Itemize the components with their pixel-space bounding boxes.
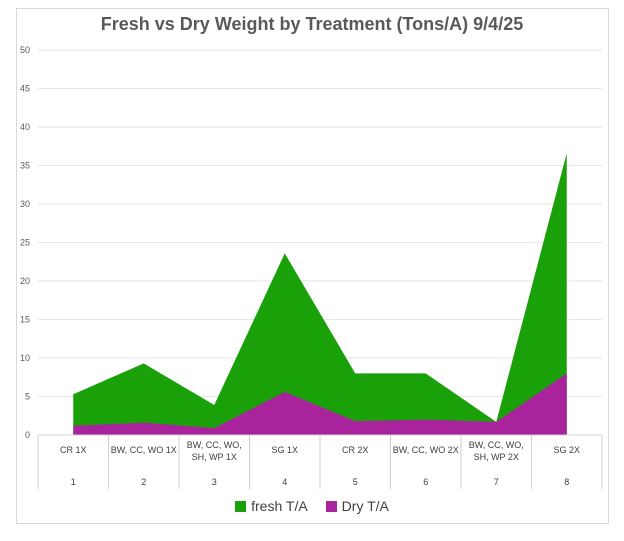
y-tick-label: 45 <box>20 84 30 94</box>
y-tick-label: 15 <box>20 315 30 325</box>
category-number-label: 6 <box>423 477 428 487</box>
legend: fresh T/A Dry T/A <box>0 498 624 514</box>
category-number-label: 3 <box>212 477 217 487</box>
fresh-swatch <box>235 500 247 512</box>
category-label: BW, CC, WO, <box>187 440 242 450</box>
legend-label-dry: Dry T/A <box>341 498 389 514</box>
legend-item-fresh: fresh T/A <box>235 498 308 514</box>
category-label: BW, CC, WO, <box>469 440 524 450</box>
category-label: SG 2X <box>553 445 580 455</box>
category-number-label: 2 <box>141 477 146 487</box>
y-tick-label: 35 <box>20 161 30 171</box>
category-label: CR 1X <box>60 445 87 455</box>
legend-item-dry: Dry T/A <box>325 498 389 514</box>
chart-area <box>16 8 609 524</box>
category-number-label: 1 <box>71 477 76 487</box>
category-label: CR 2X <box>342 445 369 455</box>
category-label: BW, CC, WO 1X <box>111 445 177 455</box>
legend-label-fresh: fresh T/A <box>251 498 308 514</box>
chart-title: Fresh vs Dry Weight by Treatment (Tons/A… <box>100 14 524 34</box>
y-tick-label: 10 <box>20 353 30 363</box>
y-tick-label: 30 <box>20 199 30 209</box>
category-label: SH, WP 1X <box>192 452 237 462</box>
category-label: BW, CC, WO 2X <box>393 445 459 455</box>
dry-swatch <box>325 500 337 512</box>
y-tick-label: 25 <box>20 238 30 248</box>
y-tick-label: 5 <box>25 392 30 402</box>
category-number-label: 7 <box>494 477 499 487</box>
category-label: SG 1X <box>271 445 298 455</box>
category-label: SH, WP 2X <box>474 452 519 462</box>
dry-area <box>73 373 567 435</box>
y-tick-label: 40 <box>20 122 30 132</box>
y-tick-label: 50 <box>20 45 30 55</box>
category-number-label: 8 <box>564 477 569 487</box>
category-number-label: 4 <box>282 477 287 487</box>
fresh-area <box>73 153 567 435</box>
y-tick-label: 20 <box>20 276 30 286</box>
y-tick-label: 0 <box>25 430 30 440</box>
category-number-label: 5 <box>353 477 358 487</box>
